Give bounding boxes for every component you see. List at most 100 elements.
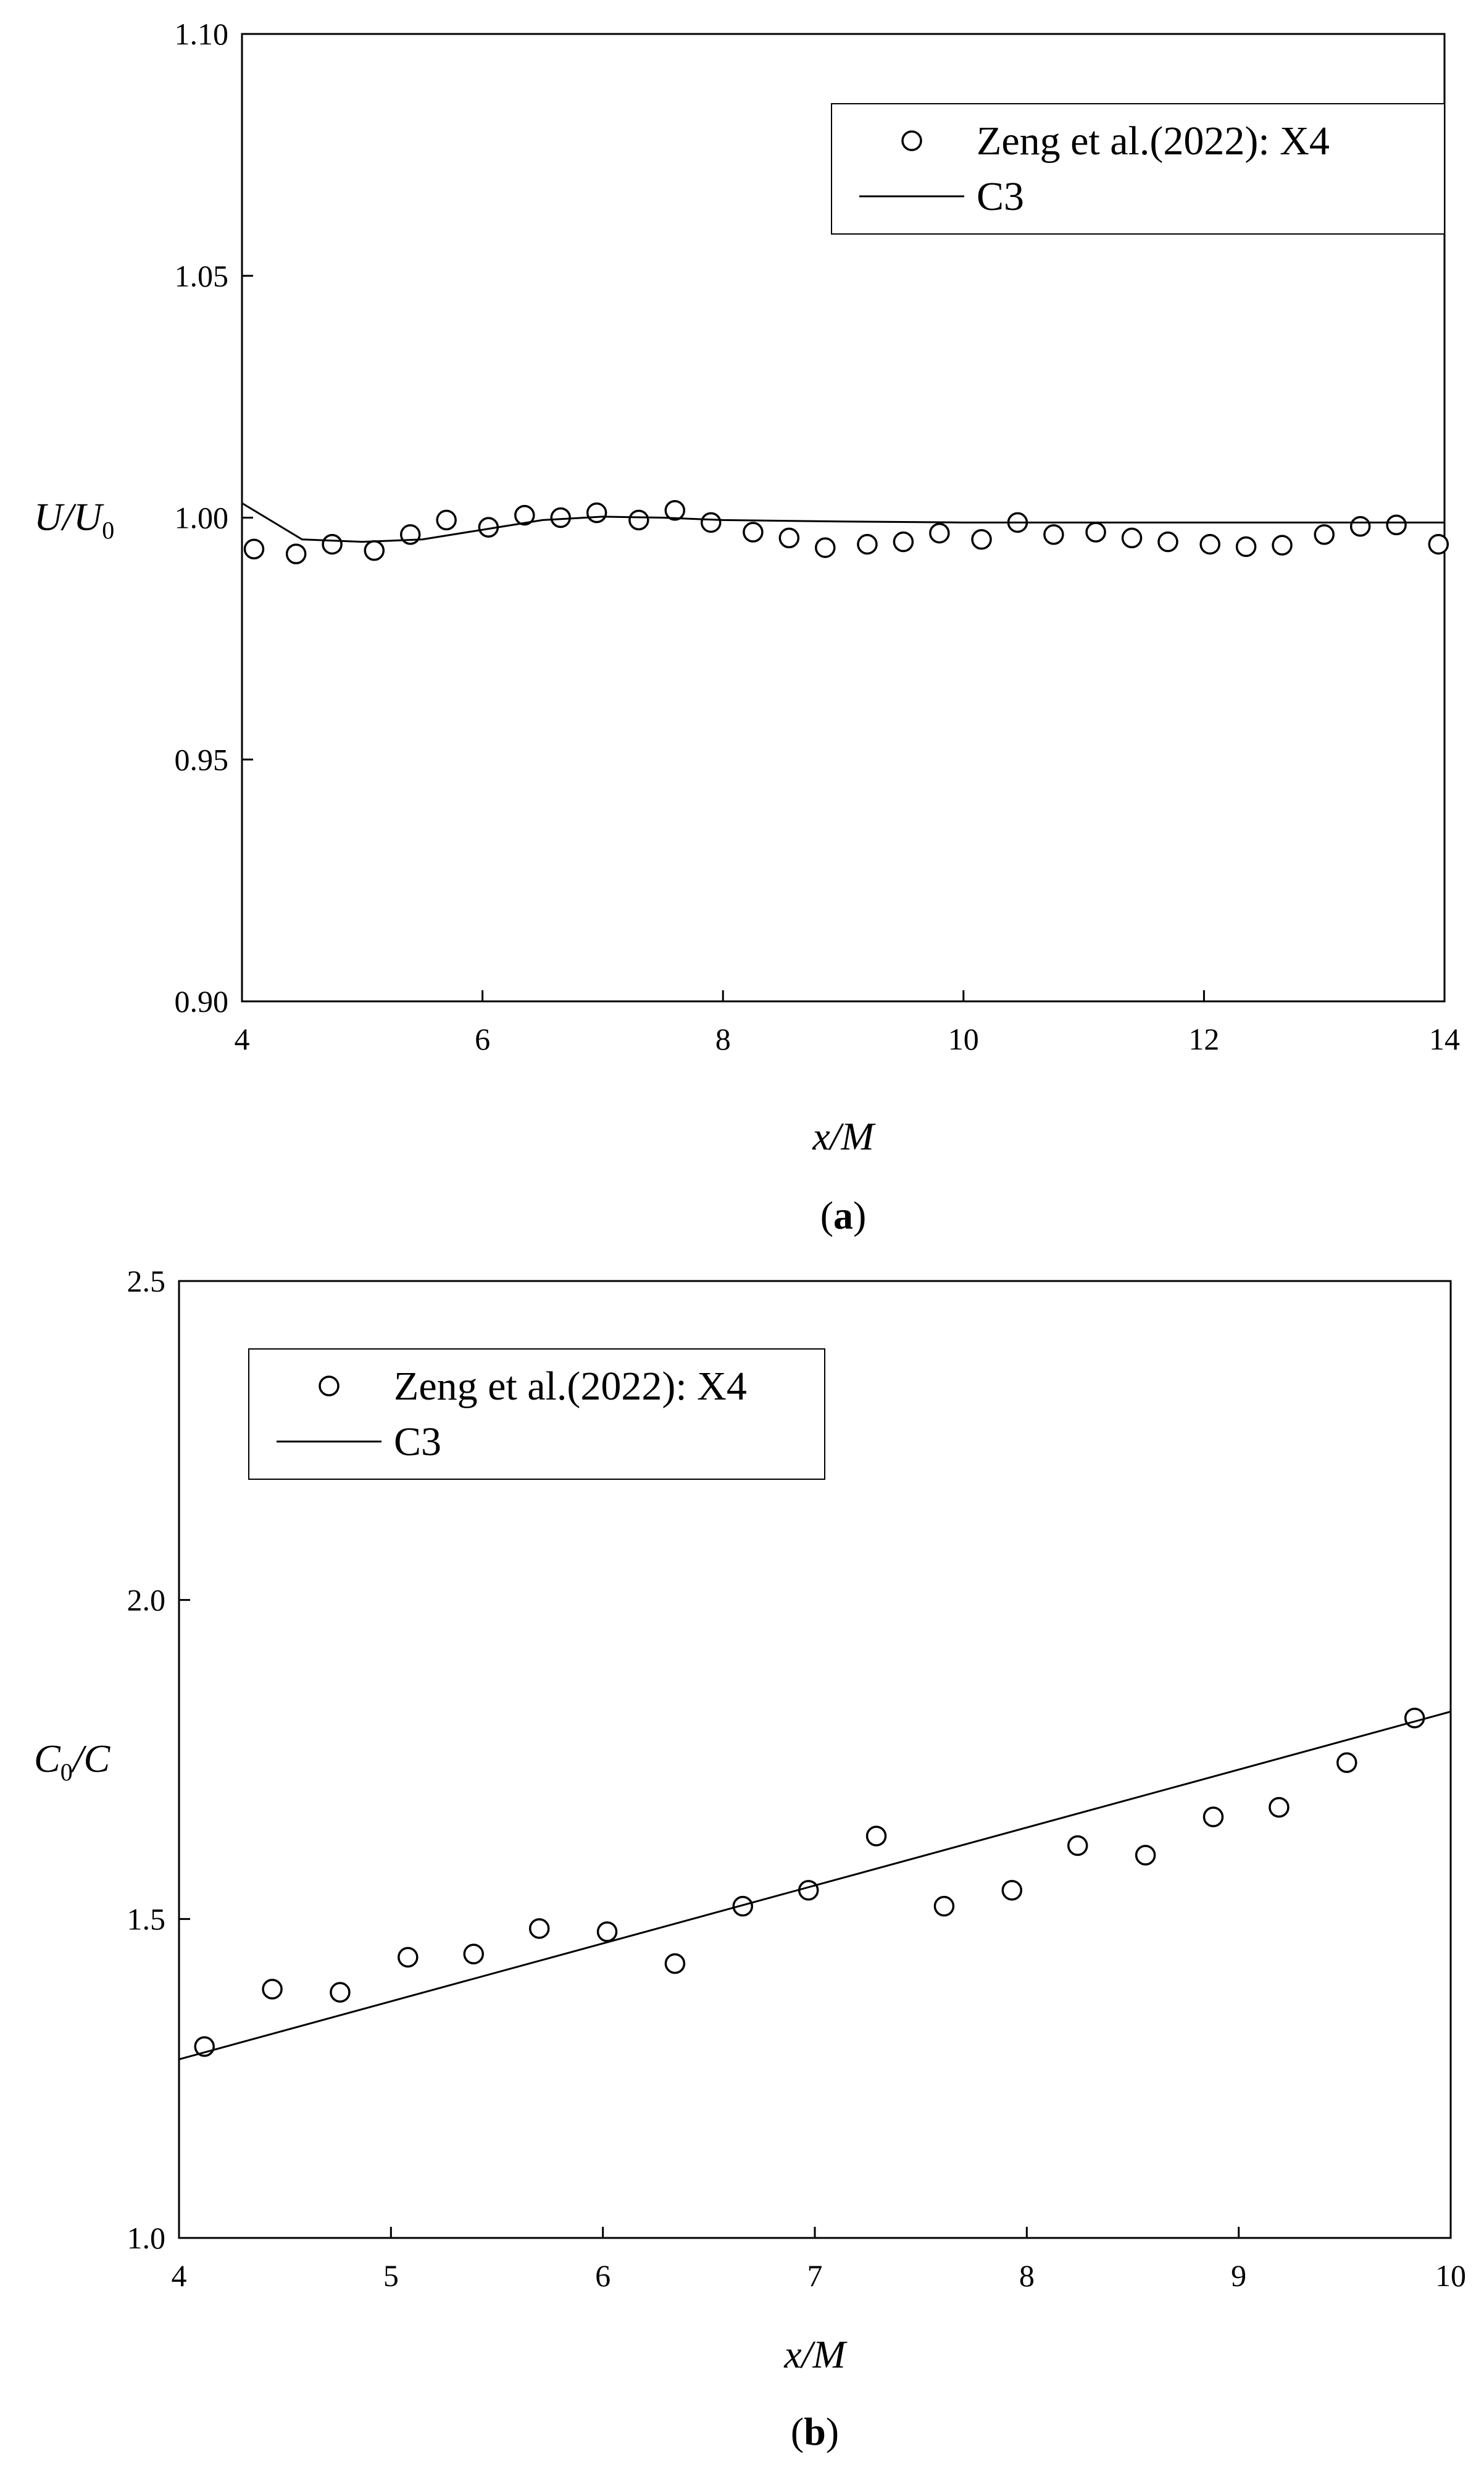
data-point xyxy=(436,509,457,531)
x-tick-label: 4 xyxy=(172,2258,187,2293)
data-point xyxy=(778,527,800,549)
data-point xyxy=(798,1880,819,1901)
y-tick-label: 2.5 xyxy=(127,1264,166,1298)
data-point xyxy=(1428,533,1449,555)
x-tick-label: 10 xyxy=(1435,2258,1466,2293)
x-tick-label: 12 xyxy=(1188,1022,1219,1056)
data-point xyxy=(514,504,535,526)
data-point xyxy=(1336,1752,1357,1773)
legend-box xyxy=(831,103,1445,235)
x-tick-label: 6 xyxy=(595,2258,611,2293)
data-point xyxy=(398,1947,419,1968)
data-point xyxy=(285,543,307,565)
data-point xyxy=(1085,522,1106,543)
data-point xyxy=(1386,514,1407,536)
data-point xyxy=(528,1918,550,1939)
data-point xyxy=(1043,524,1064,545)
data-point xyxy=(815,537,836,558)
data-point xyxy=(1203,1806,1224,1827)
y-axis-label-rest: /C xyxy=(71,1737,111,1780)
caption-letter: b xyxy=(804,2410,826,2453)
data-point xyxy=(743,522,764,543)
y-tick-label: 1.5 xyxy=(127,1901,166,1936)
data-point xyxy=(550,507,571,528)
y-tick-label: 1.10 xyxy=(175,17,229,51)
caption-letter: a xyxy=(833,1193,853,1237)
caption-open-paren: ( xyxy=(791,2410,804,2453)
x-axis-label: x/M xyxy=(783,2332,848,2376)
x-tick-label: 10 xyxy=(948,1022,979,1056)
data-point xyxy=(1314,524,1335,545)
legend-entry-c3: C3 xyxy=(394,1419,441,1464)
data-point xyxy=(262,1979,283,2000)
data-point xyxy=(664,499,686,521)
legend: Zeng et al.(2022): X4 C3 xyxy=(831,103,1445,235)
y-tick-label: 0.95 xyxy=(175,742,229,777)
legend: Zeng et al.(2022): X4 C3 xyxy=(248,1348,825,1480)
legend-entry-zeng: Zeng et al.(2022): X4 xyxy=(977,119,1330,164)
data-point xyxy=(929,522,950,544)
x-tick-label: 8 xyxy=(1019,2258,1035,2293)
y-tick-label: 2.0 xyxy=(127,1583,166,1617)
y-tick-label: 1.00 xyxy=(175,501,229,535)
data-point xyxy=(1269,1797,1290,1818)
data-point xyxy=(1349,515,1371,537)
chart-panel-a: 0.90 0.95 1.00 1.05 1.10 4 6 8 10 12 14 x/M U/U0 Zeng… xyxy=(34,17,1460,1237)
caption-close-paren: ) xyxy=(826,2410,839,2453)
x-tick-label: 4 xyxy=(235,1022,250,1056)
y-tick-label: 1.0 xyxy=(127,2221,166,2255)
legend-marker-circle xyxy=(319,1375,340,1396)
data-point xyxy=(1199,533,1220,555)
chart-panel-b: 1.0 1.5 2.0 2.5 4 5 6 7 8 9 10 x/M C0/C Zeng et al.(2… xyxy=(34,1264,1466,2453)
y-tick-label: 1.05 xyxy=(175,259,229,293)
legend-entry-c3: C3 xyxy=(977,174,1024,219)
y-axis-label-subscript: 0 xyxy=(102,517,114,545)
data-point xyxy=(243,538,265,560)
data-point xyxy=(1235,536,1257,557)
series-line-c3 xyxy=(241,502,1444,543)
y-axis-label-main: C xyxy=(34,1737,61,1780)
series-line-c3 xyxy=(178,1711,1451,2061)
x-tick-label: 8 xyxy=(715,1022,731,1056)
data-point xyxy=(732,1895,754,1917)
caption-open-paren: ( xyxy=(820,1193,833,1237)
data-point xyxy=(322,533,343,555)
legend-box xyxy=(248,1348,825,1480)
data-point xyxy=(586,502,607,524)
data-point xyxy=(1404,1708,1425,1729)
y-axis-label-subscript: 0 xyxy=(60,1758,73,1786)
x-tick-label: 9 xyxy=(1231,2258,1246,2293)
data-point xyxy=(1157,531,1178,553)
y-axis-label-main: U/U xyxy=(34,495,104,539)
caption-close-paren: ) xyxy=(853,1193,866,1237)
legend-marker-circle xyxy=(901,130,922,151)
data-point xyxy=(1121,527,1143,549)
data-point xyxy=(1001,1880,1023,1901)
panel-caption: (a) xyxy=(820,1193,867,1237)
data-point xyxy=(1135,1845,1156,1866)
data-point xyxy=(933,1895,955,1917)
y-axis-label: C0/C xyxy=(34,1737,110,1786)
x-axis-label: x/M xyxy=(812,1114,876,1158)
data-point xyxy=(596,1921,618,1942)
x-tick-label: 14 xyxy=(1429,1022,1460,1056)
data-point xyxy=(893,531,914,553)
panel-caption: (b) xyxy=(791,2410,839,2453)
data-point xyxy=(628,509,649,531)
x-tick-label: 5 xyxy=(383,2258,399,2293)
data-point xyxy=(463,1943,484,1964)
data-point xyxy=(330,1982,351,2003)
y-tick-label: 0.90 xyxy=(175,984,229,1019)
data-point xyxy=(364,540,385,561)
x-tick-label: 7 xyxy=(807,2258,823,2293)
y-axis-label: U/U0 xyxy=(34,495,114,545)
legend-entry-zeng: Zeng et al.(2022): X4 xyxy=(394,1364,747,1409)
data-point xyxy=(700,512,722,533)
data-point xyxy=(971,529,992,550)
data-point xyxy=(865,1826,887,1847)
data-point xyxy=(1067,1835,1088,1856)
x-tick-label: 6 xyxy=(475,1022,490,1056)
data-point xyxy=(664,1953,686,1974)
data-point xyxy=(857,533,878,555)
